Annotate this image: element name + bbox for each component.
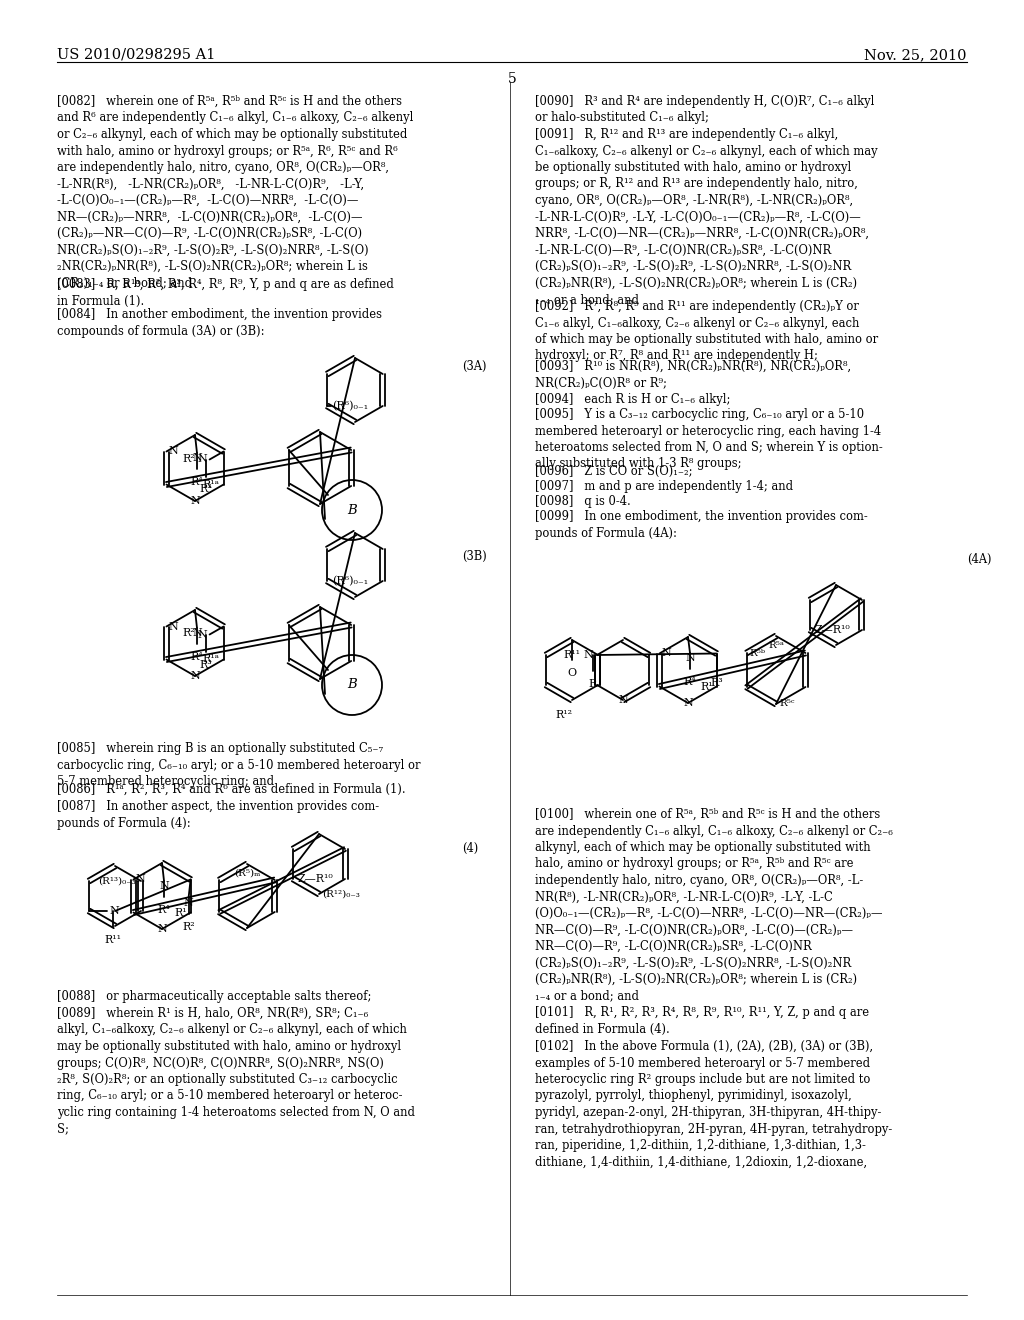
Text: [0093]   R¹⁰ is NR(R⁸), NR(CR₂)ₚNR(R⁸), NR(CR₂)ₚOR⁸,
NR(CR₂)ₚC(O)R⁸ or R⁹;: [0093] R¹⁰ is NR(R⁸), NR(CR₂)ₚNR(R⁸), NR… <box>535 360 851 389</box>
Text: N: N <box>193 453 202 463</box>
Text: R²: R² <box>183 454 196 463</box>
Text: R³: R³ <box>200 484 212 495</box>
Text: [0096]   Z is CO or S(O)₁₋₂;: [0096] Z is CO or S(O)₁₋₂; <box>535 465 692 478</box>
Text: R⁴: R⁴ <box>684 677 696 686</box>
Text: R¹²: R¹² <box>555 710 572 719</box>
Text: [0098]   q is 0-4.: [0098] q is 0-4. <box>535 495 631 508</box>
Text: N: N <box>685 653 695 663</box>
Text: (R⁶)₀₋₁: (R⁶)₀₋₁ <box>332 576 369 586</box>
Text: N: N <box>168 446 178 457</box>
Text: N: N <box>190 671 200 681</box>
Text: R⁵ᵃ: R⁵ᵃ <box>768 642 784 649</box>
Text: [0087]   In another aspect, the invention provides com-
pounds of Formula (4):: [0087] In another aspect, the invention … <box>57 800 379 829</box>
Text: R²: R² <box>183 628 196 639</box>
Text: [0102]   In the above Formula (1), (2A), (2B), (3A) or (3B),
examples of 5-10 me: [0102] In the above Formula (1), (2A), (… <box>535 1040 892 1168</box>
Text: [0097]   m and p are independently 1-4; and: [0097] m and p are independently 1-4; an… <box>535 480 794 492</box>
Text: R¹ᵃ: R¹ᵃ <box>203 655 219 664</box>
Text: (4A): (4A) <box>967 553 991 566</box>
Text: [0092]   R⁷, R⁸, R⁹ and R¹¹ are independently (CR₂)ₚY or
C₁₋₆ alkyl, C₁₋₆alkoxy,: [0092] R⁷, R⁸, R⁹ and R¹¹ are independen… <box>535 300 879 363</box>
Text: R⁴: R⁴ <box>190 477 204 487</box>
Text: B: B <box>347 678 357 692</box>
Text: N: N <box>618 696 628 705</box>
Text: B: B <box>347 503 357 516</box>
Text: R¹: R¹ <box>174 908 186 917</box>
Text: [0082]   wherein one of R⁵ᵃ, R⁵ᵇ and R⁵ᶜ is H and the others
and R⁶ are independ: [0082] wherein one of R⁵ᵃ, R⁵ᵇ and R⁵ᶜ i… <box>57 95 414 289</box>
Text: [0100]   wherein one of R⁵ᵃ, R⁵ᵇ and R⁵ᶜ is H and the others
are independently C: [0100] wherein one of R⁵ᵃ, R⁵ᵇ and R⁵ᶜ i… <box>535 808 893 1002</box>
Text: (R⁶)₀₋₁: (R⁶)₀₋₁ <box>332 401 369 411</box>
Text: [0094]   each R is H or C₁₋₆ alkyl;: [0094] each R is H or C₁₋₆ alkyl; <box>535 393 730 407</box>
Text: Z—R¹⁰: Z—R¹⁰ <box>815 624 851 635</box>
Text: N: N <box>683 698 693 708</box>
Text: [0091]   R, R¹² and R¹³ are independently C₁₋₆ alkyl,
C₁₋₆alkoxy, C₂₋₆ alkenyl o: [0091] R, R¹² and R¹³ are independently … <box>535 128 878 306</box>
Text: R: R <box>589 678 597 689</box>
Text: N: N <box>157 924 167 935</box>
Text: [0090]   R³ and R⁴ are independently H, C(O)R⁷, C₁₋₆ alkyl
or halo-substituted C: [0090] R³ and R⁴ are independently H, C(… <box>535 95 874 124</box>
Text: N: N <box>168 622 178 631</box>
Text: N: N <box>159 880 169 891</box>
Text: N: N <box>193 628 202 638</box>
Text: N: N <box>190 496 200 506</box>
Text: 5: 5 <box>508 73 516 86</box>
Text: N: N <box>109 906 119 916</box>
Text: R⁵ᶜ: R⁵ᶜ <box>779 700 795 709</box>
Text: R¹¹: R¹¹ <box>104 935 122 945</box>
Text: N: N <box>662 648 671 659</box>
Text: [0083]   R, R¹ᵃ, R², R³, R⁴, R⁸, R⁹, Y, p and q are as defined
in Formula (1).: [0083] R, R¹ᵃ, R², R³, R⁴, R⁸, R⁹, Y, p … <box>57 279 394 308</box>
Text: R³: R³ <box>200 660 212 669</box>
Text: N: N <box>198 630 208 639</box>
Text: N: N <box>584 649 593 660</box>
Text: [0089]   wherein R¹ is H, halo, OR⁸, NR(R⁸), SR⁸; C₁₋₆
alkyl, C₁₋₆alkoxy, C₂₋₆ a: [0089] wherein R¹ is H, halo, OR⁸, NR(R⁸… <box>57 1007 415 1135</box>
Text: R¹¹: R¹¹ <box>563 649 580 660</box>
Text: R¹ᵃ: R¹ᵃ <box>203 479 219 490</box>
Text: [0084]   In another embodiment, the invention provides
compounds of formula (3A): [0084] In another embodiment, the invent… <box>57 308 382 338</box>
Text: [0085]   wherein ring B is an optionally substituted C₅₋₇
carbocyclic ring, C₆₋₁: [0085] wherein ring B is an optionally s… <box>57 742 421 788</box>
Text: N: N <box>198 454 208 465</box>
Text: R⁴: R⁴ <box>190 652 204 663</box>
Text: R⁵ᵇ: R⁵ᵇ <box>750 648 766 657</box>
Text: N: N <box>183 898 194 908</box>
Text: R²: R² <box>182 921 195 932</box>
Text: R³: R³ <box>711 677 723 688</box>
Text: [0095]   Y is a C₃₋₁₂ carbocyclic ring, C₆₋₁₀ aryl or a 5-10
membered heteroaryl: [0095] Y is a C₃₋₁₂ carbocyclic ring, C₆… <box>535 408 883 470</box>
Text: [0088]   or pharmaceutically acceptable salts thereof;: [0088] or pharmaceutically acceptable sa… <box>57 990 372 1003</box>
Text: (R⁵)ₘ: (R⁵)ₘ <box>233 869 260 878</box>
Text: (3B): (3B) <box>462 550 486 564</box>
Text: [0099]   In one embodiment, the invention provides com-
pounds of Formula (4A):: [0099] In one embodiment, the invention … <box>535 510 867 540</box>
Text: Z—R¹⁰: Z—R¹⁰ <box>298 874 334 884</box>
Text: [0101]   R, R¹, R², R³, R⁴, R⁸, R⁹, R¹⁰, R¹¹, Y, Z, p and q are
defined in Formu: [0101] R, R¹, R², R³, R⁴, R⁸, R⁹, R¹⁰, R… <box>535 1006 869 1035</box>
Text: (R¹²)₀₋₃: (R¹²)₀₋₃ <box>322 890 359 899</box>
Text: R⁴: R⁴ <box>158 906 170 915</box>
Text: (3A): (3A) <box>462 360 486 374</box>
Text: N: N <box>135 874 145 884</box>
Text: (R¹³)₀₋₃: (R¹³)₀₋₃ <box>98 876 136 886</box>
Text: US 2010/0298295 A1: US 2010/0298295 A1 <box>57 48 215 62</box>
Text: R¹: R¹ <box>700 681 713 692</box>
Text: O: O <box>567 668 577 678</box>
Text: Nov. 25, 2010: Nov. 25, 2010 <box>864 48 967 62</box>
Text: [0086]   R¹ᵃ, R², R³, R⁴ and R⁶ are as defined in Formula (1).: [0086] R¹ᵃ, R², R³, R⁴ and R⁶ are as def… <box>57 783 406 796</box>
Text: (4): (4) <box>462 842 478 855</box>
